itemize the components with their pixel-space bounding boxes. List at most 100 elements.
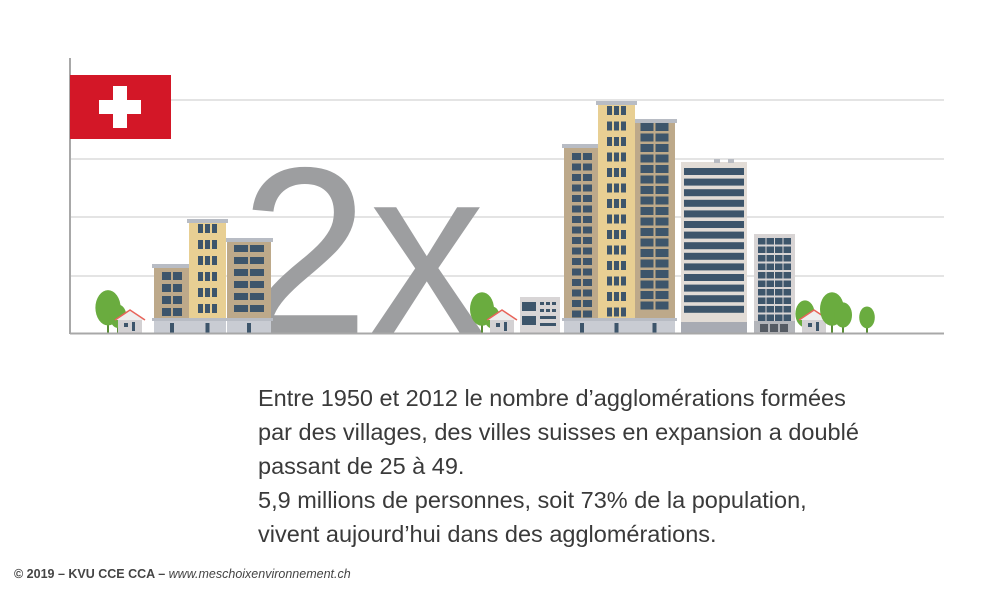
window [640, 175, 654, 184]
window [205, 272, 210, 281]
window [640, 133, 654, 142]
window [775, 272, 783, 279]
house-icon [114, 309, 146, 333]
window [766, 314, 774, 321]
window [572, 184, 581, 192]
window [640, 144, 654, 152]
window [621, 121, 626, 131]
window [621, 137, 626, 146]
house-icon [798, 309, 830, 333]
building-facade [634, 123, 675, 333]
illustration [69, 58, 944, 335]
window [607, 183, 612, 193]
window [607, 168, 612, 177]
window [250, 293, 264, 300]
window [198, 224, 203, 233]
window [766, 272, 774, 279]
window [614, 152, 619, 162]
window [198, 256, 203, 265]
window [614, 276, 619, 286]
window [655, 217, 669, 226]
window [640, 217, 654, 226]
website-link[interactable]: www.meschoixenvironnement.ch [168, 567, 351, 581]
window [250, 257, 264, 264]
window [621, 276, 626, 286]
window [173, 272, 182, 280]
window [198, 288, 203, 297]
description-line: passant de 25 à 49. [258, 453, 465, 479]
building [225, 238, 273, 333]
window [655, 291, 669, 299]
window [250, 281, 264, 288]
window [783, 314, 791, 321]
window [640, 270, 654, 278]
window [614, 137, 619, 146]
window [758, 289, 766, 296]
window [607, 245, 612, 255]
window [234, 245, 248, 252]
window [572, 300, 581, 307]
window [614, 292, 619, 301]
window [655, 280, 669, 289]
window [607, 261, 612, 270]
window-band [684, 168, 744, 175]
window [212, 304, 217, 313]
window [583, 216, 592, 223]
window [205, 224, 210, 233]
window [607, 199, 612, 208]
window [572, 163, 581, 171]
window [775, 314, 783, 321]
window-band [684, 305, 744, 313]
swiss-flag [70, 75, 171, 139]
window [572, 195, 581, 202]
window [212, 240, 217, 249]
window [614, 168, 619, 177]
door [170, 323, 174, 333]
window [655, 228, 669, 236]
window [212, 272, 217, 281]
window [766, 238, 774, 245]
window [655, 154, 669, 163]
window [640, 280, 654, 289]
window [775, 246, 783, 253]
window [621, 261, 626, 270]
window [758, 314, 766, 321]
window [212, 256, 217, 265]
building-roof [225, 238, 273, 242]
window [640, 301, 654, 310]
window [212, 224, 217, 233]
window [640, 238, 654, 247]
window [640, 249, 654, 257]
footer: © 2019 – KVU CCE CCA – www.meschoixenvir… [14, 566, 351, 582]
window-band [684, 284, 744, 292]
window [655, 165, 669, 173]
door [205, 323, 210, 333]
building [520, 297, 560, 333]
window [234, 257, 248, 264]
window [783, 255, 791, 262]
description-line: par des villages, des villes suisses en … [258, 419, 859, 445]
window [655, 196, 669, 205]
copyright: © 2019 – KVU CCE CCA – [14, 567, 169, 581]
window [655, 301, 669, 310]
window [607, 214, 612, 224]
window [572, 310, 581, 318]
window [655, 186, 669, 194]
door [614, 323, 619, 333]
window [572, 279, 581, 286]
door [580, 323, 584, 333]
headline-container: 2x [240, 119, 485, 334]
window [655, 270, 669, 278]
building [596, 101, 637, 333]
window [655, 207, 669, 215]
window [572, 237, 581, 244]
window [655, 133, 669, 142]
window [572, 289, 581, 297]
window [162, 296, 171, 304]
window [655, 123, 669, 131]
window [614, 230, 619, 239]
window [621, 152, 626, 162]
glass-tower [681, 159, 747, 333]
window [583, 205, 592, 213]
window [783, 306, 791, 313]
